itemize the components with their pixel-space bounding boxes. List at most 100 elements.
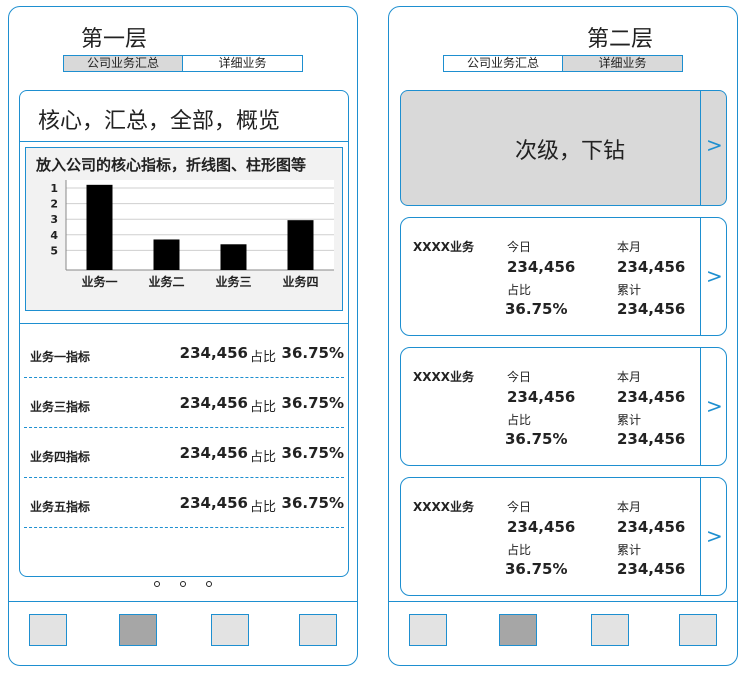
tab-detail-business[interactable]: 详细业务: [183, 55, 303, 72]
chart-caption: 放入公司的核心指标，折线图、柱形图等: [36, 156, 307, 174]
bar: [86, 184, 113, 270]
chevron-right-icon: >: [706, 394, 723, 418]
metric-ratio-label: 占比: [249, 450, 276, 465]
divider: [20, 141, 348, 142]
phone-layer-two: 第二层 公司业务汇总 详细业务 次级，下钻 > XXXX业务 今日 234,45…: [388, 6, 738, 666]
nav-button-2[interactable]: [499, 614, 537, 646]
card-chevron-area[interactable]: >: [700, 218, 726, 335]
cumulative-value: 234,456: [617, 560, 686, 578]
card-chevron-area[interactable]: >: [700, 478, 726, 595]
bar: [287, 220, 314, 270]
nav-button-1[interactable]: [409, 614, 447, 646]
today-value: 234,456: [507, 258, 576, 276]
month-value: 234,456: [617, 388, 686, 406]
ratio-value: 36.75%: [505, 300, 568, 318]
cumulative-value: 234,456: [617, 430, 686, 448]
metric-name: 业务三指标: [30, 400, 91, 414]
cumulative-value: 234,456: [617, 300, 686, 318]
tab-company-summary[interactable]: 公司业务汇总: [63, 55, 183, 72]
phone-layer-one: 第一层 公司业务汇总 详细业务 核心，汇总，全部，概览 放入公司的核心指标，折线…: [8, 6, 358, 666]
y-tick-label: 4: [50, 229, 58, 242]
month-label: 本月: [617, 500, 642, 514]
today-value: 234,456: [507, 388, 576, 406]
month-value: 234,456: [617, 518, 686, 536]
today-label: 今日: [507, 240, 532, 254]
nav-button-1[interactable]: [29, 614, 67, 646]
metric-value: 234,456: [179, 394, 248, 412]
metric-ratio: 36.75%: [281, 344, 344, 362]
core-overview-panel: 核心，汇总，全部，概览 放入公司的核心指标，折线图、柱形图等 1 2 3 4 5 业务一业…: [19, 90, 349, 577]
metric-ratio: 36.75%: [281, 494, 344, 512]
metric-row-1[interactable]: 业务一指标 234,456 占比 36.75%: [24, 328, 344, 378]
bottom-nav-bar: [389, 601, 737, 666]
page-dot[interactable]: [154, 581, 160, 587]
layer-two-tabs: 公司业务汇总 详细业务: [443, 55, 683, 72]
drill-down-panel[interactable]: 次级，下钻 >: [400, 90, 727, 206]
cumulative-label: 累计: [617, 543, 642, 557]
cumulative-label: 累计: [617, 283, 642, 297]
metric-name: 业务一指标: [30, 350, 91, 364]
metric-name: 业务四指标: [30, 450, 91, 464]
metric-name: 业务五指标: [30, 500, 91, 514]
y-tick-label: 1: [50, 182, 58, 195]
today-label: 今日: [507, 500, 532, 514]
bar: [220, 244, 247, 270]
page-dot[interactable]: [180, 581, 186, 587]
business-name: XXXX业务: [413, 500, 475, 514]
layer-one-tabs: 公司业务汇总 详细业务: [63, 55, 303, 72]
tab-company-summary[interactable]: 公司业务汇总: [443, 55, 563, 72]
nav-button-4[interactable]: [679, 614, 717, 646]
metric-value: 234,456: [179, 444, 248, 462]
business-card-3[interactable]: XXXX业务 今日 234,456 占比 36.75% 本月 234,456 累…: [400, 477, 727, 596]
month-label: 本月: [617, 370, 642, 384]
business-card-1[interactable]: XXXX业务 今日 234,456 占比 36.75% 本月 234,456 累…: [400, 217, 727, 336]
metric-ratio: 36.75%: [281, 394, 344, 412]
chevron-right-icon: >: [706, 133, 723, 157]
drill-down-chevron-area[interactable]: >: [700, 91, 726, 205]
metric-row-4[interactable]: 业务五指标 234,456 占比 36.75%: [24, 478, 344, 528]
ratio-label: 占比: [507, 543, 532, 557]
bar-chart: 1 2 3 4 5 业务一 业务二 业务三 业务四: [50, 180, 334, 289]
x-tick-label: 业务二: [148, 274, 184, 289]
metric-ratio-label: 占比: [249, 350, 276, 365]
nav-button-4[interactable]: [299, 614, 337, 646]
layer-two-title: 第二层: [587, 27, 654, 52]
today-value: 234,456: [507, 518, 576, 536]
metric-ratio: 36.75%: [281, 444, 344, 462]
x-tick-label: 业务四: [282, 274, 318, 289]
today-label: 今日: [507, 370, 532, 384]
y-tick-label: 3: [50, 213, 58, 226]
ratio-label: 占比: [507, 283, 532, 297]
x-tick-label: 业务三: [215, 274, 251, 289]
page-indicator[interactable]: [154, 581, 212, 587]
divider: [20, 323, 348, 324]
ratio-label: 占比: [507, 413, 532, 427]
ratio-value: 36.75%: [505, 560, 568, 578]
card-chevron-area[interactable]: >: [700, 348, 726, 465]
metric-value: 234,456: [179, 494, 248, 512]
nav-button-2[interactable]: [119, 614, 157, 646]
metric-ratio-label: 占比: [249, 400, 276, 415]
bar: [153, 239, 180, 270]
y-tick-label: 2: [50, 198, 58, 211]
cumulative-label: 累计: [617, 413, 642, 427]
y-tick-label: 5: [50, 244, 58, 257]
business-card-2[interactable]: XXXX业务 今日 234,456 占比 36.75% 本月 234,456 累…: [400, 347, 727, 466]
nav-button-3[interactable]: [591, 614, 629, 646]
chevron-right-icon: >: [706, 524, 723, 548]
page-dot[interactable]: [206, 581, 212, 587]
ratio-value: 36.75%: [505, 430, 568, 448]
drill-down-text: 次级，下钻: [515, 139, 626, 164]
x-tick-label: 业务一: [81, 274, 117, 289]
layer-one-title: 第一层: [81, 27, 148, 52]
tab-detail-business[interactable]: 详细业务: [563, 55, 683, 72]
chevron-right-icon: >: [706, 264, 723, 288]
month-value: 234,456: [617, 258, 686, 276]
nav-button-3[interactable]: [211, 614, 249, 646]
bottom-nav-bar: [9, 601, 357, 666]
metric-row-3[interactable]: 业务四指标 234,456 占比 36.75%: [24, 428, 344, 478]
metric-row-2[interactable]: 业务三指标 234,456 占比 36.75%: [24, 378, 344, 428]
business-name: XXXX业务: [413, 240, 475, 254]
core-title: 核心，汇总，全部，概览: [38, 109, 281, 134]
metric-value: 234,456: [179, 344, 248, 362]
